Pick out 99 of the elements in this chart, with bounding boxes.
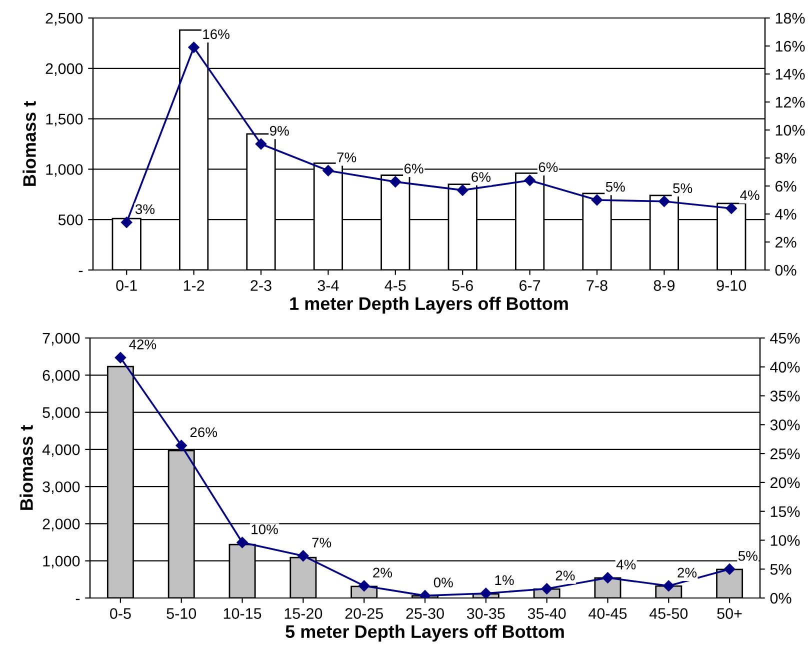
data-label: 4% (740, 190, 760, 200)
point (322, 164, 334, 176)
y2-tick-label: 0% (775, 264, 796, 276)
y2-tick-label: 35% (770, 390, 800, 402)
y-tick-label: 4,000 (42, 444, 80, 457)
y2-tick-label: 10% (776, 124, 805, 136)
point (480, 588, 492, 598)
y-tick-label: 1,000 (43, 556, 80, 568)
x-tick-label: 35-40 (528, 608, 566, 619)
data-label: 10% (252, 524, 278, 534)
point (524, 174, 536, 186)
x-tick-label: 20-25 (345, 608, 383, 619)
y2-tick-label: 25% (770, 448, 800, 460)
x-tick-label: 5-10 (166, 608, 196, 619)
x-tick-label: 40-45 (588, 608, 627, 619)
data-label: 1% (495, 575, 514, 586)
y2-tick-label: 14% (776, 68, 805, 80)
point (541, 583, 552, 594)
point (724, 564, 736, 575)
data-label: 2% (373, 568, 392, 578)
y2-tick-label: 15% (770, 506, 800, 518)
x-tick-label: 0-5 (110, 608, 131, 619)
data-label: 5% (673, 183, 692, 194)
y-axis-title: Biomass t (22, 101, 36, 186)
y-tick-label: - (76, 598, 80, 600)
y-tick-label: - (78, 270, 83, 272)
point (114, 352, 126, 364)
y2-tick-label: 16% (776, 40, 805, 52)
y-tick-label: 5,000 (42, 407, 80, 420)
y2-tick-label: 6% (776, 180, 796, 192)
point (358, 580, 370, 592)
y2-tick-label: 0% (770, 592, 792, 604)
y-tick-label: 6,000 (42, 370, 80, 383)
data-label: 6% (404, 164, 424, 174)
data-label: 2% (678, 568, 697, 578)
y2-tick-label: 12% (776, 96, 805, 108)
y2-tick-label: 10% (770, 535, 800, 546)
y-tick-label: 7,000 (42, 332, 80, 346)
point (658, 196, 670, 208)
y2-tick-label: 4% (775, 208, 796, 220)
x-tick-label: 50+ (717, 608, 742, 619)
x-tick-label: 2-3 (250, 280, 272, 291)
x-tick-label: 6-7 (520, 280, 540, 291)
y2-tick-label: 2% (775, 236, 796, 248)
data-label: 5% (606, 182, 625, 192)
x-tick-label: 5-6 (452, 280, 473, 291)
y2-tick-label: 20% (770, 477, 800, 488)
y-tick-label: 1,500 (46, 114, 83, 126)
y2-tick-label: 18% (776, 12, 805, 24)
x-tick-label: 1-2 (184, 280, 204, 291)
y-tick-label: 1,000 (46, 164, 83, 177)
point (456, 184, 468, 196)
y2-tick-label: 40% (770, 362, 800, 373)
x-tick-label: 7-8 (586, 280, 608, 291)
point (236, 536, 248, 548)
y-tick-label: 2,000 (42, 518, 80, 532)
data-label: 3% (135, 204, 155, 214)
x-tick-label: 15-20 (284, 608, 322, 619)
x-tick-label: 45-50 (649, 608, 688, 619)
data-label: 0% (434, 578, 453, 588)
y2-tick-label: 8% (775, 152, 796, 164)
y2-tick-label: 30% (770, 420, 800, 430)
y-axis-title: Biomass t (20, 425, 33, 510)
x-tick-label: 4-5 (384, 280, 406, 291)
data-label: 2% (556, 570, 575, 580)
x-tick-label: 0-1 (116, 280, 137, 291)
data-label: 42% (129, 340, 156, 350)
data-label: 9% (270, 126, 289, 136)
x-tick-label: 8-9 (654, 280, 675, 291)
point (120, 216, 132, 228)
data-label: 4% (616, 560, 636, 570)
x-tick-label: 10-15 (224, 608, 262, 619)
point (602, 572, 614, 584)
x-tick-label: 25-30 (406, 608, 444, 619)
point (591, 194, 603, 206)
data-label: 16% (203, 29, 230, 40)
data-label: 6% (538, 162, 558, 172)
point (298, 550, 309, 562)
point (188, 42, 200, 54)
data-label: 26% (190, 427, 217, 438)
point (176, 440, 187, 452)
y-tick-label: 2,500 (46, 12, 83, 26)
y-tick-label: 3,000 (42, 481, 80, 494)
point (390, 176, 402, 188)
y2-tick-label: 5% (770, 564, 792, 575)
data-label: 6% (472, 172, 491, 182)
data-label: 7% (312, 538, 332, 548)
point (726, 202, 738, 214)
y2-tick-label: 45% (770, 332, 800, 344)
data-label: 5% (738, 551, 758, 561)
x-tick-label: 30-35 (466, 608, 505, 619)
y-tick-label: 2,000 (46, 63, 83, 76)
x-axis-title: 5 meter Depth Layers off Bottom (286, 624, 564, 642)
point (255, 138, 267, 150)
x-tick-label: 9-10 (716, 280, 746, 291)
y-tick-label: 500 (58, 214, 83, 226)
x-axis-title: 1 meter Depth Layers off Bottom (290, 296, 568, 314)
x-tick-label: 3-4 (318, 280, 339, 291)
data-label: 7% (337, 152, 356, 162)
